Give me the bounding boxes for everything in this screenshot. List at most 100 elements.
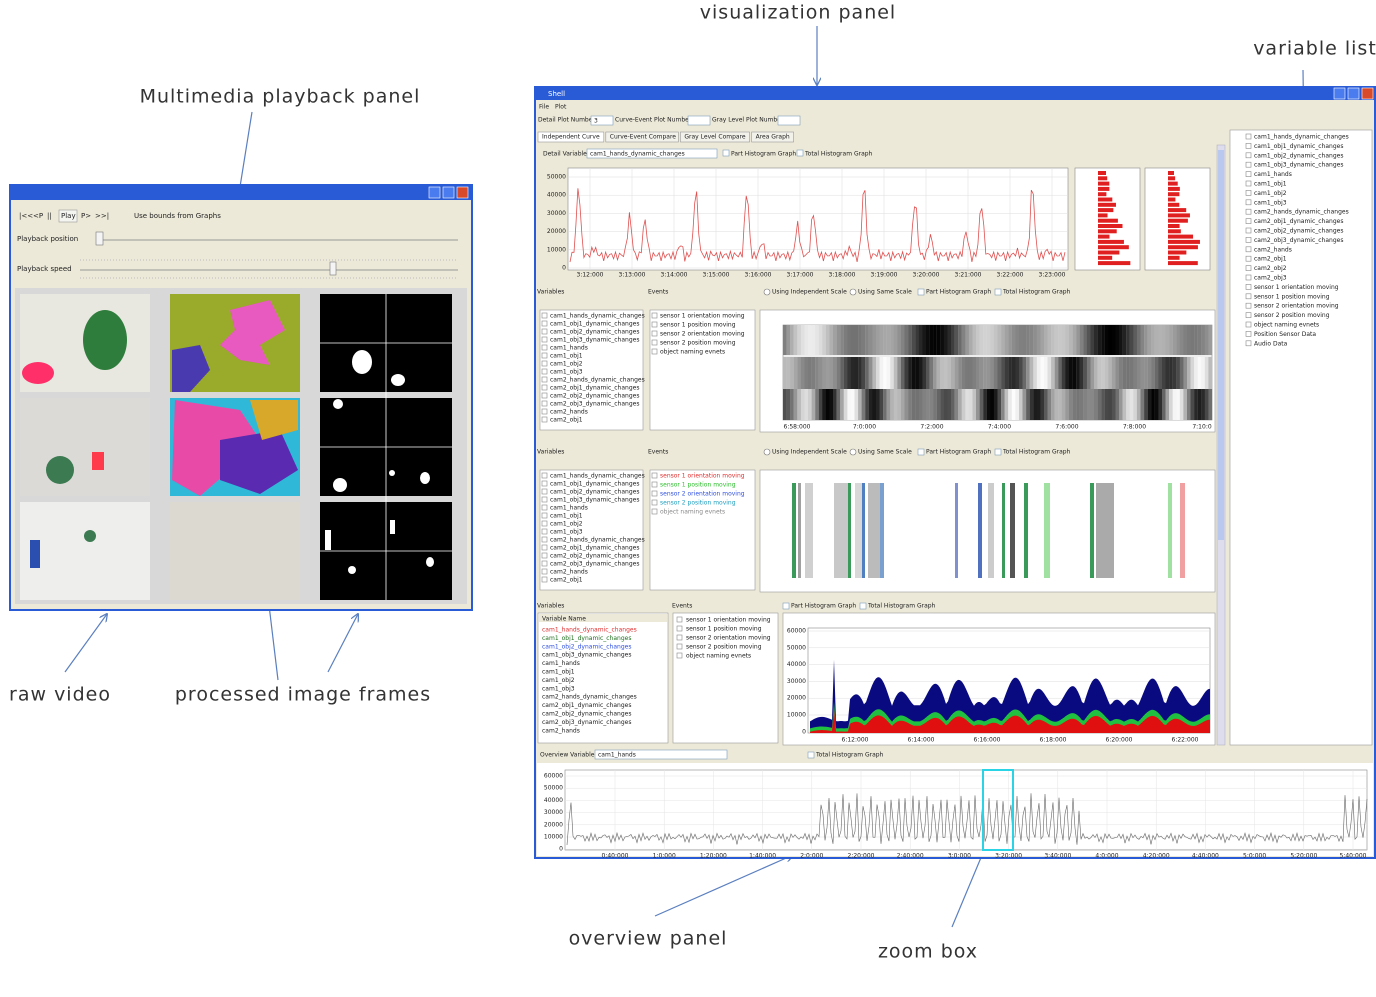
label[interactable]: >>| <box>95 212 109 220</box>
label[interactable]: cam2_hands <box>1254 246 1292 253</box>
gray-cell <box>797 389 801 420</box>
label[interactable]: Audio Data <box>1254 340 1288 347</box>
label[interactable]: cam2_obj3_dynamic_changes <box>1254 237 1343 244</box>
gray-cell <box>1026 357 1030 389</box>
label[interactable]: cam1_obj3_dynamic_changes <box>1254 162 1343 169</box>
widget <box>594 749 728 760</box>
gray-cell <box>865 389 869 420</box>
label: cam1_obj2 <box>550 521 583 528</box>
label[interactable]: cam1_obj3 <box>1254 199 1287 206</box>
widget <box>917 288 925 296</box>
gray-cell <box>951 389 955 420</box>
label[interactable]: cam1_hands_dynamic_changes <box>1254 134 1349 141</box>
label[interactable]: cam1_obj1 <box>1254 181 1287 188</box>
widget <box>541 344 548 351</box>
label[interactable]: Gray Level Compare <box>684 134 746 141</box>
label[interactable]: cam1_obj2 <box>1254 190 1287 197</box>
gray-cell <box>1054 357 1059 389</box>
widget <box>1245 331 1252 337</box>
gray-cell <box>872 357 877 389</box>
label[interactable]: cam1_obj2_dynamic_changes <box>1254 152 1343 159</box>
label[interactable]: P> <box>81 212 91 220</box>
gray-cell <box>1076 389 1080 420</box>
gray-cell <box>933 325 937 355</box>
gray-cell <box>793 389 798 420</box>
gray-cell <box>968 389 973 420</box>
gray-cell <box>836 325 841 355</box>
label[interactable]: Area Graph <box>756 134 790 141</box>
label[interactable]: sensor 2 orientation moving <box>1254 303 1339 310</box>
label[interactable]: cam2_obj2 <box>1254 265 1287 272</box>
label[interactable]: File <box>539 104 549 111</box>
radio[interactable] <box>763 448 771 456</box>
hist-bar <box>1098 218 1118 223</box>
zoom-box[interactable] <box>982 769 1014 851</box>
gray-cell <box>997 357 1002 389</box>
gray-cell <box>815 389 819 420</box>
hist-bar <box>1098 213 1108 218</box>
gray-cell <box>1011 357 1016 389</box>
label[interactable]: Play <box>61 212 76 220</box>
label[interactable]: <P <box>33 212 43 220</box>
label: 3:0:000 <box>948 853 971 860</box>
gray-cell <box>1097 357 1102 389</box>
gray-cell <box>979 357 984 389</box>
gray-cell <box>861 389 866 420</box>
label[interactable]: cam1_hands <box>1254 171 1292 178</box>
radio[interactable] <box>763 288 771 296</box>
gray-cell <box>926 389 930 420</box>
gray-cell <box>922 357 927 389</box>
label[interactable]: sensor 1 position moving <box>1254 293 1330 300</box>
gray-cell <box>858 325 862 355</box>
widget <box>541 536 548 543</box>
gray-cell <box>804 357 809 389</box>
gray-cell <box>1140 325 1145 355</box>
gray-cell <box>1029 357 1034 389</box>
label[interactable]: cam1_obj1_dynamic_changes <box>1254 143 1343 150</box>
hist-bar <box>1098 224 1123 228</box>
gray-cell <box>993 389 998 420</box>
gray-cell <box>1004 325 1009 355</box>
label[interactable]: Plot <box>555 104 567 111</box>
widget <box>541 472 548 479</box>
widget <box>1245 218 1252 224</box>
label[interactable]: cam2_obj3 <box>1254 275 1287 282</box>
label: cam1_hands_dynamic_changes <box>550 313 645 320</box>
label: 6:12:000 <box>842 737 869 744</box>
gray-cell <box>1140 357 1145 389</box>
label[interactable]: cam2_obj2_dynamic_changes <box>1254 228 1343 235</box>
label[interactable]: cam2_hands_dynamic_changes <box>1254 209 1349 216</box>
radio[interactable] <box>849 448 857 456</box>
label[interactable]: Position Sensor Data <box>1254 331 1316 338</box>
widget <box>541 480 548 487</box>
label[interactable]: object naming evnets <box>1254 322 1319 329</box>
gray-cell <box>947 325 952 355</box>
label[interactable]: cam2_obj1_dynamic_changes <box>1254 218 1343 225</box>
gray-cell <box>961 325 966 355</box>
gray-cell <box>1158 357 1163 389</box>
label[interactable]: sensor 1 orientation moving <box>1254 284 1339 291</box>
label[interactable]: Curve-Event Compare <box>610 134 676 141</box>
gray-cell <box>1097 389 1102 420</box>
gray-cell <box>1101 389 1105 420</box>
widget <box>777 115 801 126</box>
label[interactable]: cam2_obj1 <box>1254 256 1287 263</box>
label: 7:0:000 <box>853 424 876 431</box>
gray-cell <box>850 389 855 420</box>
widget <box>1245 190 1252 196</box>
label[interactable]: || <box>47 212 52 220</box>
gray-cell <box>901 357 905 389</box>
event-bar <box>805 483 813 578</box>
gray-cell <box>1011 325 1016 355</box>
gray-cell <box>822 389 826 420</box>
widget <box>651 508 658 515</box>
gray-cell <box>1101 357 1105 389</box>
label[interactable]: sensor 2 position moving <box>1254 312 1330 319</box>
widget <box>1245 274 1252 281</box>
radio[interactable] <box>849 288 857 296</box>
label[interactable]: |<< <box>19 212 33 220</box>
gray-cell <box>1086 325 1091 355</box>
gray-cell <box>1111 357 1116 389</box>
label[interactable]: Independent Curve <box>542 134 600 141</box>
gray-cell <box>1154 325 1159 355</box>
